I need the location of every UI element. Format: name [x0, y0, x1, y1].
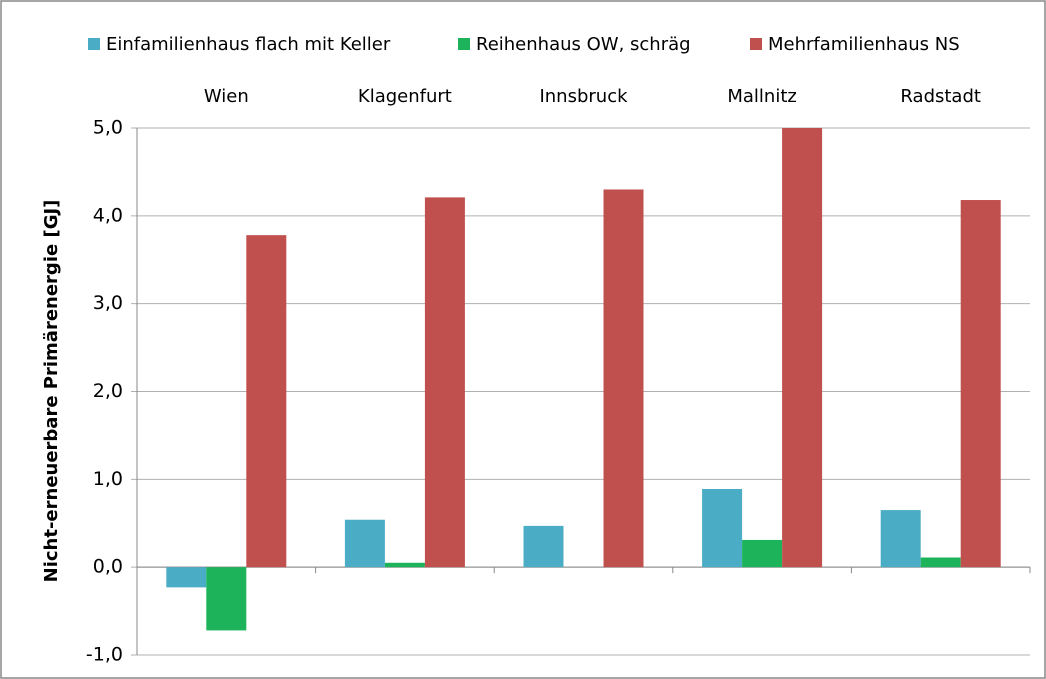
legend-swatch [750, 38, 762, 50]
bar [880, 510, 921, 568]
y-tick-label: 2,0 [93, 380, 123, 402]
y-tick-label: 3,0 [93, 292, 123, 314]
category-label: Wien [204, 86, 249, 107]
bar [384, 562, 425, 568]
legend-swatch [88, 38, 100, 50]
legend-swatch [458, 38, 470, 50]
bar [702, 488, 743, 568]
category-label: Innsbruck [539, 86, 628, 107]
bar [603, 189, 644, 568]
bar [344, 519, 385, 568]
y-tick-label: 1,0 [93, 468, 123, 490]
bar [920, 557, 961, 568]
y-tick-label: 5,0 [93, 117, 123, 139]
y-axis-label: Nicht-erneuerbare Primärenergie [GJ] [41, 200, 62, 583]
bar [424, 197, 465, 568]
legend-label: Reihenhaus OW, schräg [476, 34, 691, 55]
legend-label: Mehrfamilienhaus NS [768, 34, 960, 55]
category-label: Radstadt [900, 86, 981, 107]
legend-label: Einfamilienhaus flach mit Keller [106, 34, 391, 55]
y-tick-label: -1,0 [86, 644, 123, 666]
bar [206, 567, 247, 631]
bar [742, 539, 783, 568]
bar [166, 567, 207, 588]
y-tick-label: 4,0 [93, 204, 123, 226]
category-label: Klagenfurt [358, 86, 452, 107]
category-label: Mallnitz [727, 86, 796, 107]
y-tick-label: 0,0 [93, 556, 123, 578]
bar [960, 200, 1001, 568]
bar [782, 128, 823, 568]
bar [523, 525, 564, 568]
bar [246, 235, 287, 568]
